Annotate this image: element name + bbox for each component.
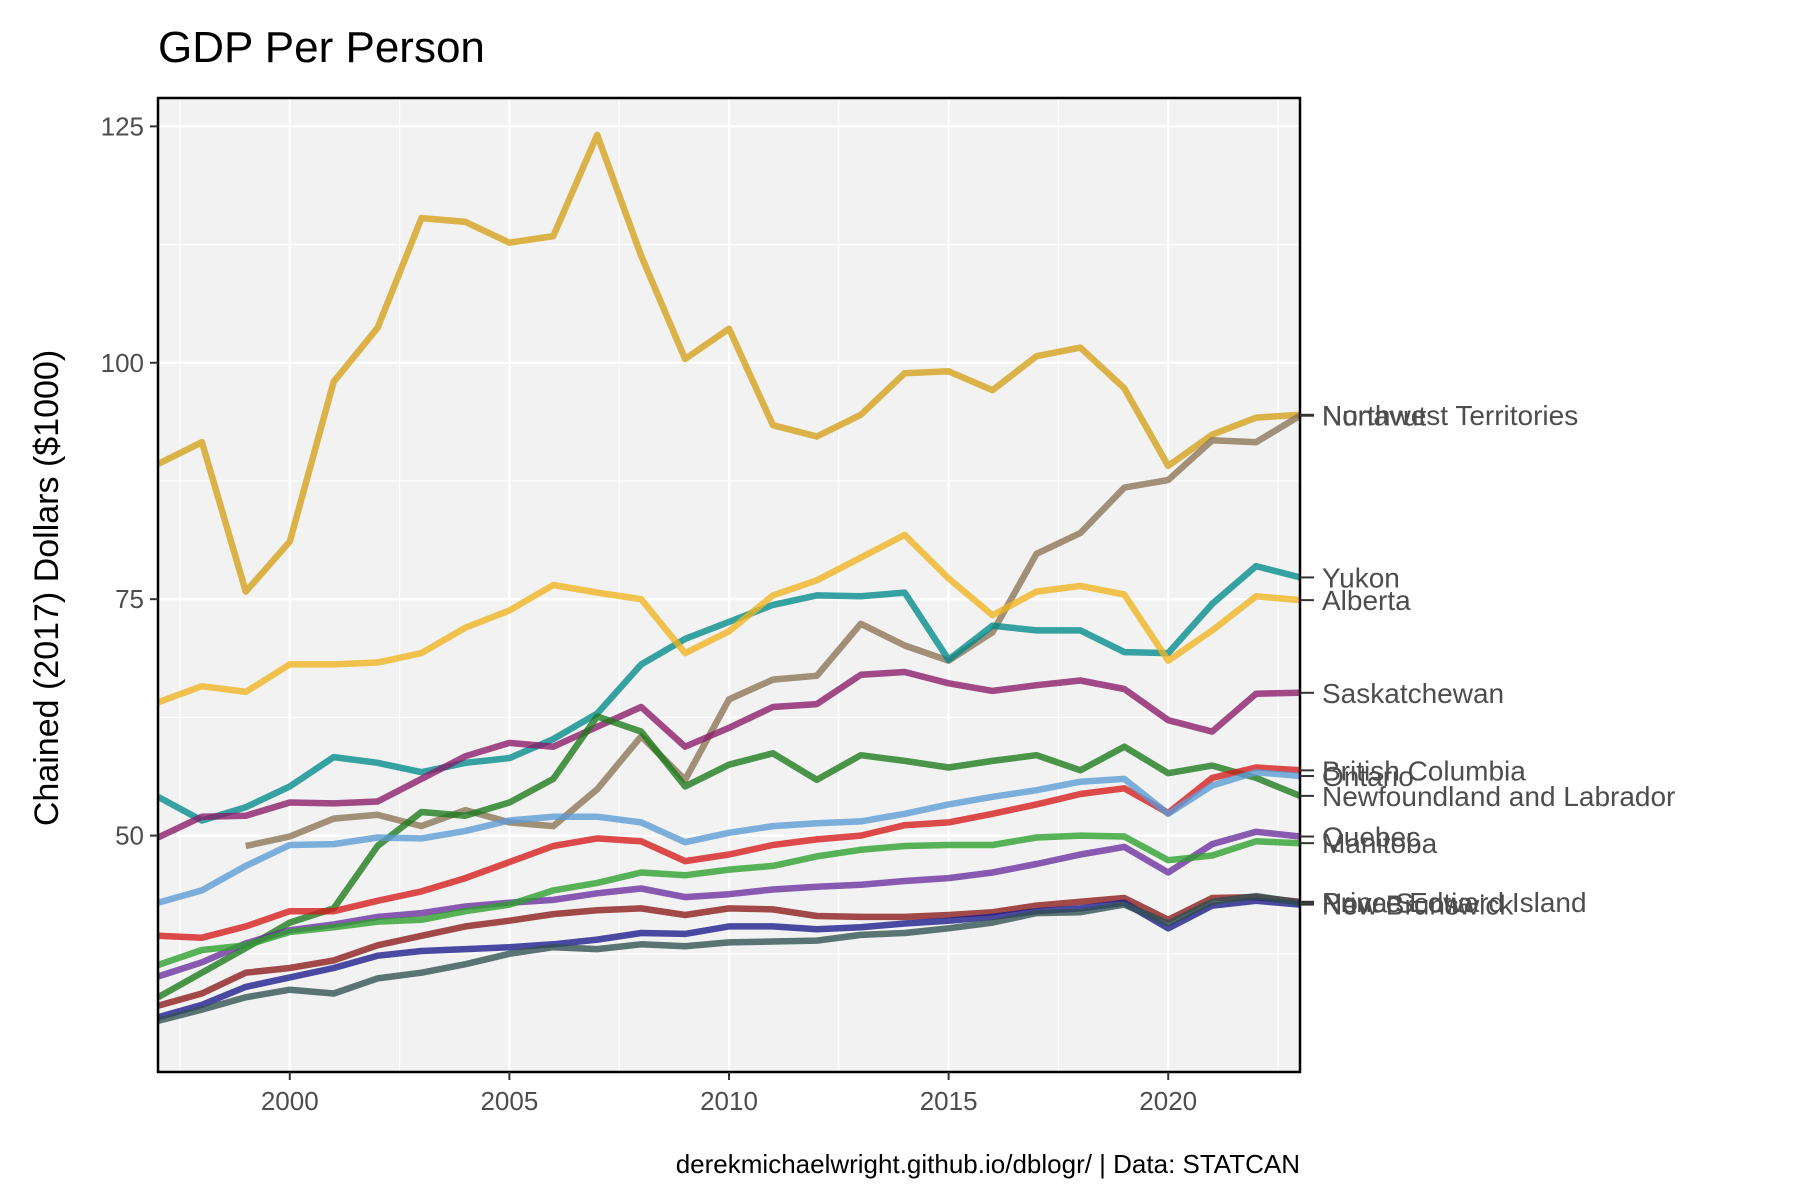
- end-label-nova-scotia: Nova Scotia: [1322, 888, 1473, 919]
- end-label-british-columbia: British Columbia: [1322, 755, 1526, 786]
- x-tick-label: 2015: [920, 1086, 978, 1116]
- series-line-manitoba: [156, 832, 1301, 969]
- series-line-prince-edward-island: [157, 893, 1301, 1009]
- end-label-alberta: Alberta: [1322, 585, 1411, 616]
- series-line-northwest-territories: [156, 131, 1301, 595]
- y-tick-label: 125: [101, 111, 144, 141]
- end-label-manitoba: Manitoba: [1322, 828, 1438, 859]
- end-label-northwest-territories: Northwest Territories: [1322, 400, 1578, 431]
- y-tick-label: 75: [115, 584, 144, 614]
- axes: 2000 2005 2010 2015 2020 50 75 100 125: [101, 96, 1302, 1116]
- series-line-nova-scotia: [157, 892, 1301, 1025]
- end-label-saskatchewan: Saskatchewan: [1322, 678, 1504, 709]
- end-label-ontario: Ontario: [1322, 761, 1414, 792]
- series-line-saskatchewan: [156, 668, 1301, 841]
- plot-panel: [156, 98, 1302, 1072]
- series-line-ontario: [157, 768, 1301, 906]
- series-line-yukon: [156, 562, 1301, 824]
- x-tick-label: 2005: [480, 1086, 538, 1116]
- y-tick-label: 100: [101, 348, 144, 378]
- end-label-newfoundland-and-labrador: Newfoundland and Labrador: [1322, 781, 1675, 812]
- source-caption: derekmichaelwright.github.io/dblogr/ | D…: [676, 1149, 1300, 1179]
- x-tick-label: 2000: [261, 1086, 319, 1116]
- x-tick-label: 2010: [700, 1086, 758, 1116]
- y-axis-label: Chained (2017) Dollars ($1000): [28, 350, 66, 826]
- series-line-newfoundland-and-labrador: [156, 713, 1302, 1001]
- y-tick-label: 50: [115, 821, 144, 851]
- end-label-nunavut: Nunavut: [1322, 401, 1427, 432]
- series-line-nunavut: [245, 412, 1302, 850]
- series-line-quebec: [156, 828, 1301, 980]
- x-tick-label: 2020: [1139, 1086, 1197, 1116]
- end-label-quebec: Quebec: [1322, 822, 1420, 853]
- end-label-yukon: Yukon: [1322, 562, 1400, 593]
- series-line-british-columbia: [157, 764, 1301, 941]
- end-label-new-brunswick: New Brunswick: [1322, 890, 1514, 921]
- end-label-prince-edward-island: Prince Edward Island: [1322, 887, 1587, 918]
- series-line-alberta: [156, 531, 1301, 706]
- chart-title: GDP Per Person: [158, 23, 485, 72]
